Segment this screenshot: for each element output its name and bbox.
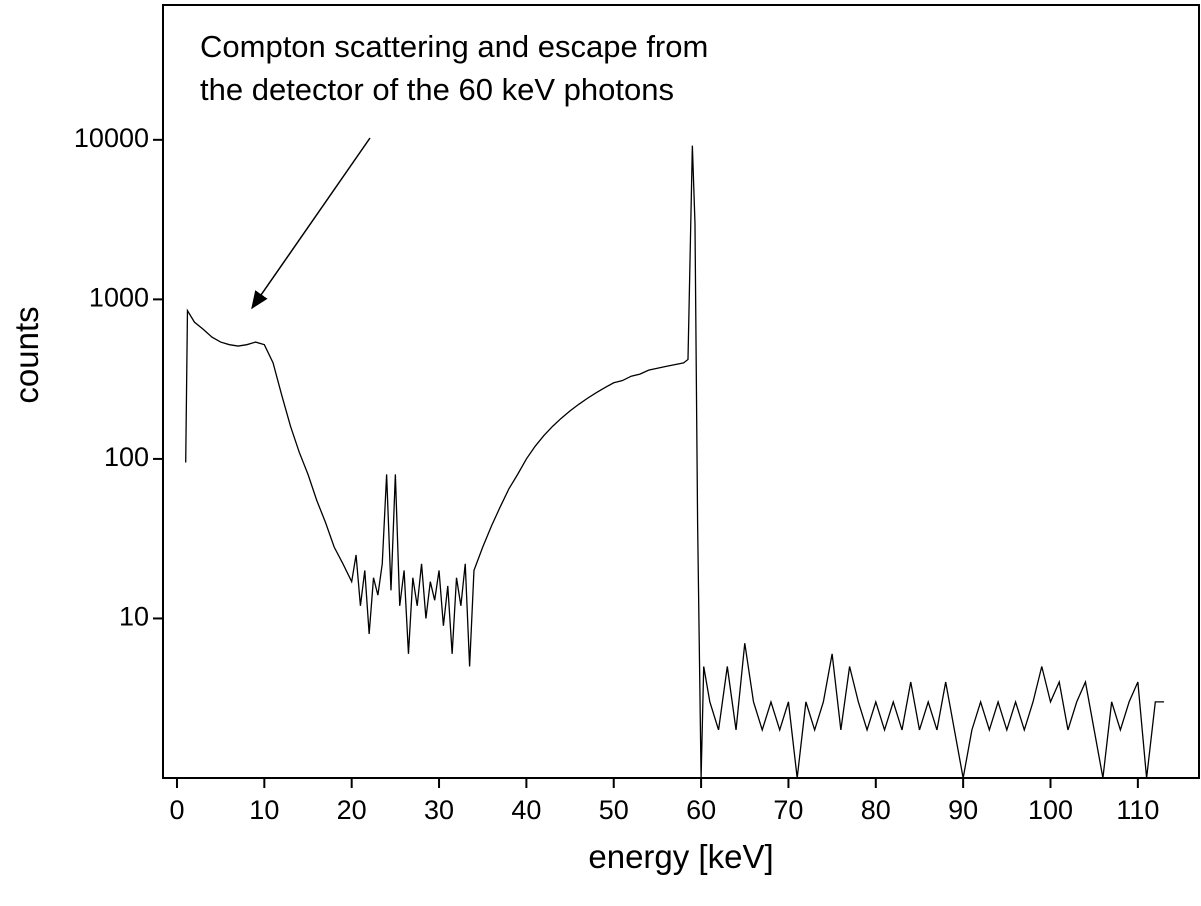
annotation: the detector of the 60 keV photons (200, 72, 674, 107)
x-tick-label: 20 (337, 795, 367, 825)
spectrum-line (185, 145, 1165, 778)
plot-frame (162, 4, 1200, 779)
y-tick-label: 10 (119, 602, 149, 632)
x-tick-label: 80 (861, 795, 891, 825)
x-axis-label: energy [keV] (588, 838, 773, 875)
x-tick-label: 70 (773, 795, 803, 825)
x-tick-label: 50 (599, 795, 629, 825)
x-tick-label: 0 (169, 795, 184, 825)
annotation-arrow (251, 137, 371, 310)
y-tick-label: 10000 (74, 123, 149, 153)
y-tick-label: 1000 (89, 282, 149, 312)
x-tick-label: 90 (948, 795, 978, 825)
y-axis-label: counts (8, 306, 45, 403)
x-tick-label: 100 (1028, 795, 1073, 825)
x-tick-label: 10 (249, 795, 279, 825)
annotation: Compton scattering and escape from (200, 29, 708, 64)
x-tick-label: 60 (686, 795, 716, 825)
x-tick-label: 110 (1116, 795, 1159, 825)
x-tick-label: 40 (511, 795, 541, 825)
x-tick-label: 30 (424, 795, 454, 825)
y-tick-label: 100 (104, 442, 149, 472)
